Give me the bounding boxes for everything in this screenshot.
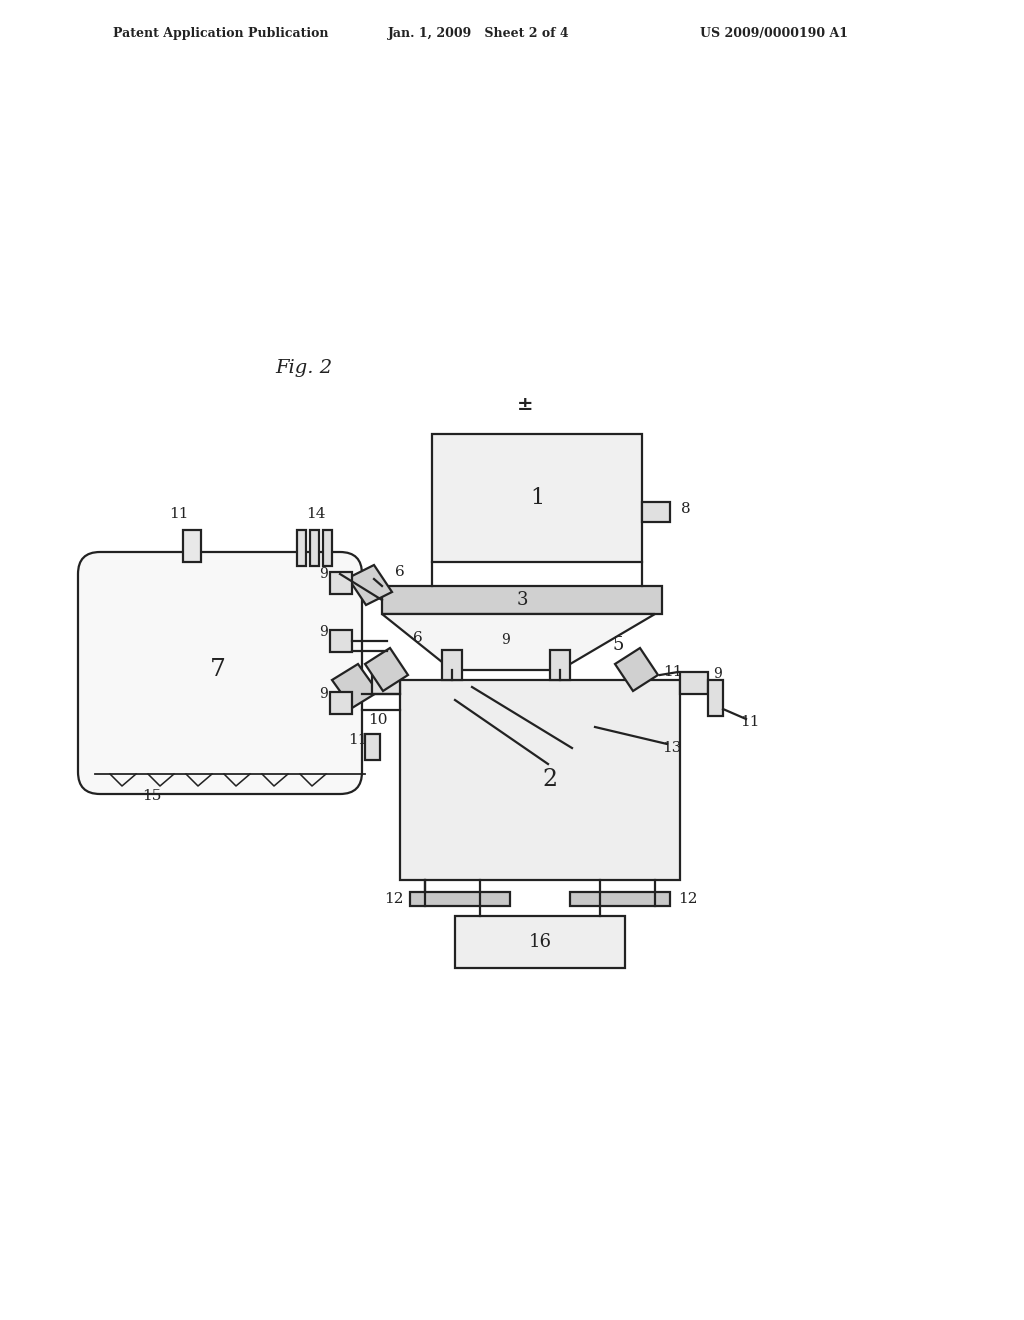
- Text: US 2009/0000190 A1: US 2009/0000190 A1: [700, 26, 848, 40]
- Text: ±: ±: [517, 396, 534, 414]
- Polygon shape: [382, 586, 662, 614]
- Text: 10: 10: [369, 713, 388, 727]
- Text: Jan. 1, 2009   Sheet 2 of 4: Jan. 1, 2009 Sheet 2 of 4: [388, 26, 569, 40]
- Polygon shape: [455, 916, 625, 968]
- Polygon shape: [183, 531, 201, 562]
- Text: 14: 14: [306, 507, 326, 521]
- Polygon shape: [550, 649, 570, 680]
- Polygon shape: [400, 680, 680, 880]
- Text: 6: 6: [413, 631, 423, 645]
- Text: 9: 9: [318, 568, 328, 581]
- Text: 11: 11: [348, 733, 368, 747]
- Polygon shape: [297, 531, 306, 566]
- Text: 9: 9: [714, 667, 722, 681]
- Polygon shape: [680, 672, 708, 694]
- Polygon shape: [372, 672, 400, 694]
- Text: 15: 15: [142, 789, 162, 803]
- Polygon shape: [330, 692, 352, 714]
- Text: 3: 3: [516, 591, 527, 609]
- Polygon shape: [615, 648, 658, 690]
- Text: 12: 12: [678, 892, 697, 906]
- Polygon shape: [708, 680, 723, 715]
- Text: 7: 7: [210, 659, 226, 681]
- Polygon shape: [365, 734, 380, 760]
- Text: 2: 2: [543, 768, 557, 792]
- Polygon shape: [348, 565, 392, 605]
- Text: 8: 8: [681, 502, 691, 516]
- Text: 5: 5: [612, 636, 624, 653]
- FancyBboxPatch shape: [78, 552, 362, 795]
- Text: 11: 11: [664, 665, 683, 678]
- Text: 1: 1: [530, 487, 544, 510]
- Polygon shape: [382, 614, 655, 671]
- Text: Fig. 2: Fig. 2: [275, 359, 332, 378]
- Polygon shape: [442, 649, 462, 680]
- Text: 16: 16: [528, 933, 552, 950]
- Text: 9: 9: [501, 634, 509, 647]
- Polygon shape: [330, 572, 352, 594]
- Text: 12: 12: [384, 892, 403, 906]
- Polygon shape: [570, 892, 670, 906]
- Text: Patent Application Publication: Patent Application Publication: [113, 26, 329, 40]
- Polygon shape: [410, 892, 510, 906]
- Polygon shape: [432, 434, 642, 562]
- Polygon shape: [332, 664, 378, 708]
- Text: 9: 9: [318, 686, 328, 701]
- Text: 11: 11: [740, 715, 760, 729]
- Text: 11: 11: [169, 507, 188, 521]
- Text: 6: 6: [395, 565, 404, 579]
- Polygon shape: [310, 531, 319, 566]
- Polygon shape: [323, 531, 332, 566]
- Text: 9: 9: [318, 624, 328, 639]
- Text: 13: 13: [663, 741, 682, 755]
- Polygon shape: [642, 502, 670, 521]
- Polygon shape: [330, 630, 352, 652]
- Polygon shape: [365, 648, 408, 690]
